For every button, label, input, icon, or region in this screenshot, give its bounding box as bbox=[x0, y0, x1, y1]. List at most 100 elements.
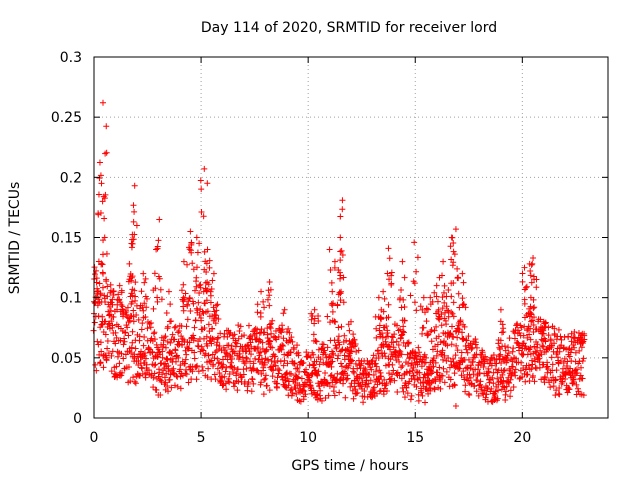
data-point bbox=[501, 367, 508, 374]
data-point bbox=[339, 206, 346, 213]
data-point bbox=[129, 240, 136, 247]
data-point bbox=[450, 299, 457, 306]
data-point bbox=[559, 378, 566, 385]
data-point bbox=[527, 344, 534, 351]
data-point bbox=[144, 325, 151, 332]
y-tick-label: 0 bbox=[73, 411, 82, 427]
data-point bbox=[338, 247, 345, 254]
data-point bbox=[427, 294, 434, 301]
data-point bbox=[142, 374, 149, 381]
data-point bbox=[460, 301, 467, 308]
data-point bbox=[322, 369, 329, 376]
data-point bbox=[259, 339, 266, 346]
data-point bbox=[526, 331, 533, 338]
data-point bbox=[330, 300, 337, 307]
data-point bbox=[551, 325, 558, 332]
data-point bbox=[198, 346, 205, 353]
data-point bbox=[284, 375, 291, 382]
data-point bbox=[574, 385, 581, 392]
data-point bbox=[437, 385, 444, 392]
data-point bbox=[180, 258, 187, 265]
data-point bbox=[336, 269, 343, 276]
data-point bbox=[382, 382, 389, 389]
data-point bbox=[450, 259, 457, 266]
data-point bbox=[172, 358, 179, 365]
data-point bbox=[335, 291, 342, 298]
data-point bbox=[576, 336, 583, 343]
data-point bbox=[383, 323, 390, 330]
data-point bbox=[560, 360, 567, 367]
data-point bbox=[272, 353, 279, 360]
data-point bbox=[139, 304, 146, 311]
data-point bbox=[99, 198, 106, 205]
data-point bbox=[130, 236, 137, 243]
data-point bbox=[136, 333, 143, 340]
data-point bbox=[257, 381, 264, 388]
data-point bbox=[334, 370, 341, 377]
data-point bbox=[125, 364, 132, 371]
data-point bbox=[262, 372, 269, 379]
data-point bbox=[512, 366, 519, 373]
data-point bbox=[315, 313, 322, 320]
data-point bbox=[331, 384, 338, 391]
data-point bbox=[116, 282, 123, 289]
data-point bbox=[266, 279, 273, 286]
data-point bbox=[249, 376, 256, 383]
data-point bbox=[446, 364, 453, 371]
data-point bbox=[151, 336, 158, 343]
data-point bbox=[130, 374, 137, 381]
data-point bbox=[375, 354, 382, 361]
data-point bbox=[236, 350, 243, 357]
data-point bbox=[467, 374, 474, 381]
data-point bbox=[280, 335, 287, 342]
data-point bbox=[184, 316, 191, 323]
data-point bbox=[422, 374, 429, 381]
data-point bbox=[511, 369, 518, 376]
data-point bbox=[212, 376, 219, 383]
data-point bbox=[169, 367, 176, 374]
data-point bbox=[133, 222, 140, 229]
data-point bbox=[200, 347, 207, 354]
data-point bbox=[98, 260, 105, 267]
data-point bbox=[453, 342, 460, 349]
data-point bbox=[169, 355, 176, 362]
data-point bbox=[390, 339, 397, 346]
data-point bbox=[149, 348, 156, 355]
data-point bbox=[218, 377, 225, 384]
data-point bbox=[231, 383, 238, 390]
data-point bbox=[500, 367, 507, 374]
data-point bbox=[303, 381, 310, 388]
data-point bbox=[413, 352, 420, 359]
data-point bbox=[103, 250, 110, 257]
data-point bbox=[128, 344, 135, 351]
data-point bbox=[149, 349, 156, 356]
data-point bbox=[120, 341, 127, 348]
data-point bbox=[126, 317, 133, 324]
data-point bbox=[544, 363, 551, 370]
y-tick-label: 0.15 bbox=[51, 231, 82, 247]
data-point bbox=[214, 339, 221, 346]
data-point bbox=[421, 309, 428, 316]
data-point bbox=[350, 331, 357, 338]
data-point bbox=[326, 353, 333, 360]
data-point bbox=[413, 368, 420, 375]
data-point bbox=[448, 293, 455, 300]
data-point bbox=[327, 266, 334, 273]
data-point bbox=[142, 275, 149, 282]
data-point bbox=[273, 336, 280, 343]
data-point bbox=[289, 338, 296, 345]
data-point bbox=[281, 357, 288, 364]
x-tick-label: 15 bbox=[406, 430, 424, 446]
data-point bbox=[287, 349, 294, 356]
data-point bbox=[91, 300, 98, 307]
data-point bbox=[325, 392, 332, 399]
data-point bbox=[163, 355, 170, 362]
data-point bbox=[425, 306, 432, 313]
data-point bbox=[263, 382, 270, 389]
data-point bbox=[278, 346, 285, 353]
data-point bbox=[408, 359, 415, 366]
data-point bbox=[288, 392, 295, 399]
data-point bbox=[429, 346, 436, 353]
data-point bbox=[97, 360, 104, 367]
data-point bbox=[171, 336, 178, 343]
